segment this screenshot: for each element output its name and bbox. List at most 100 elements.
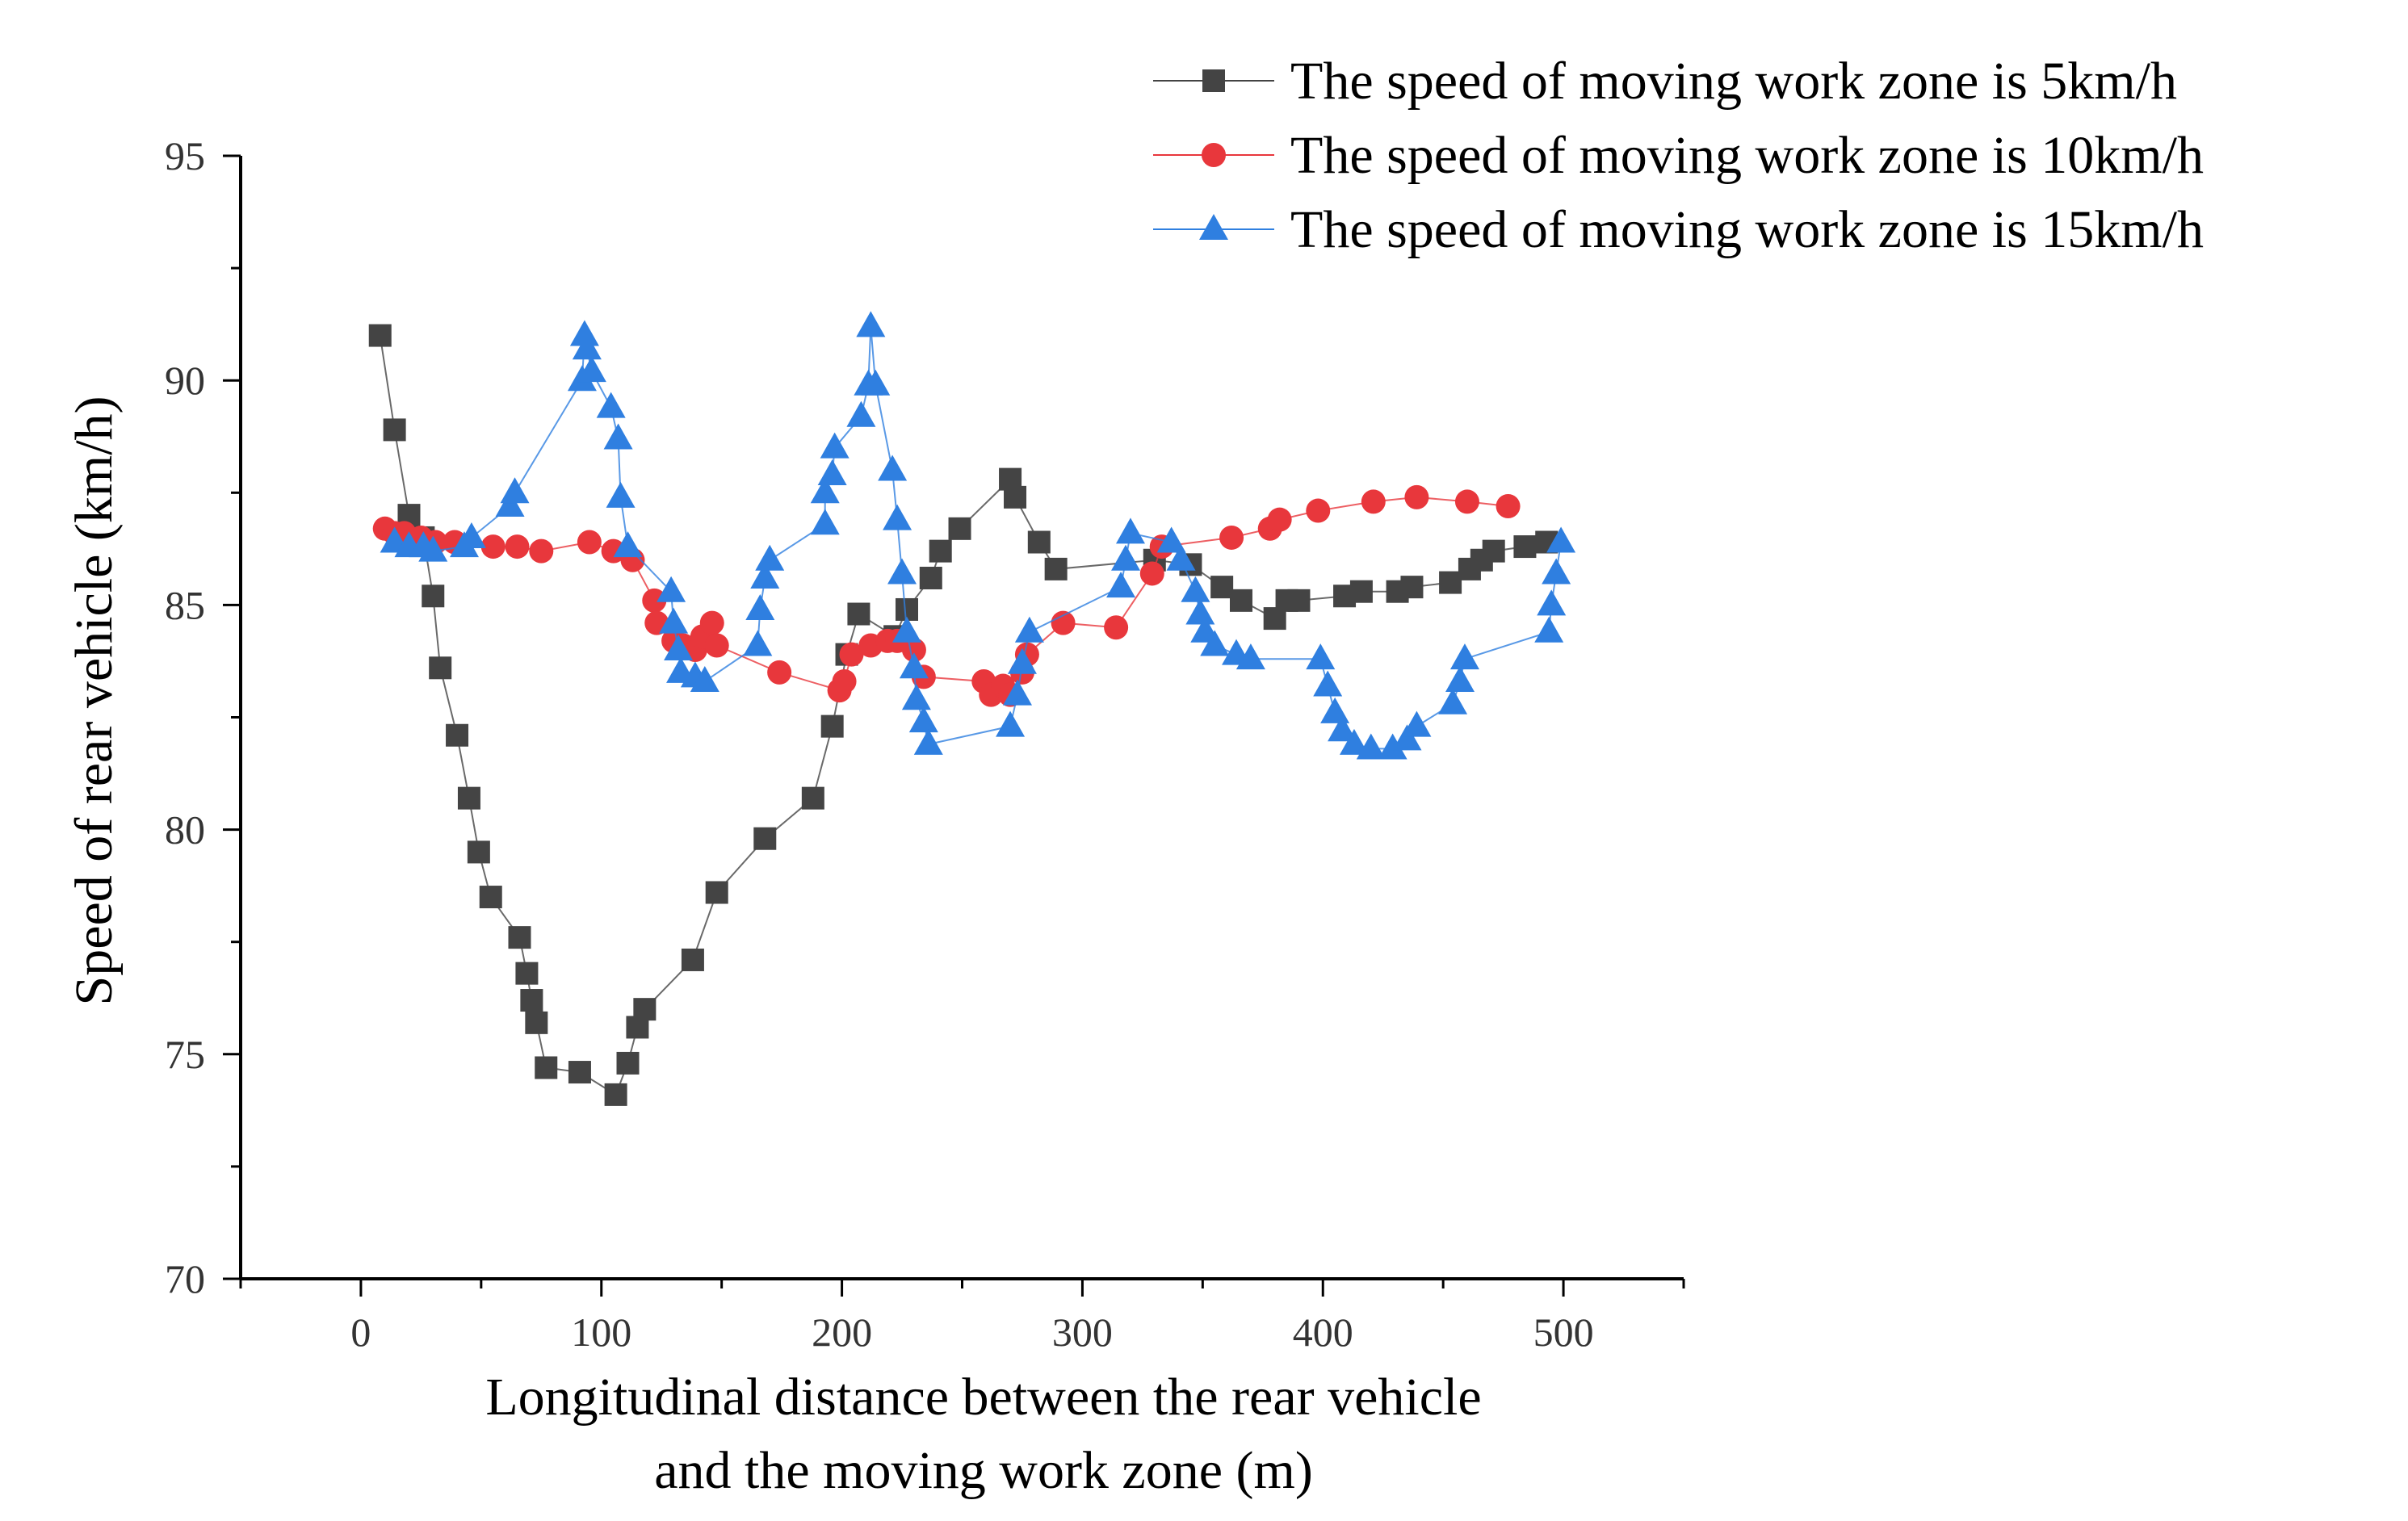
data-point	[820, 714, 844, 738]
data-point	[480, 534, 506, 559]
data-point	[1439, 571, 1462, 594]
data-point	[755, 544, 785, 571]
data-point	[418, 535, 448, 562]
data-point	[705, 881, 728, 904]
data-point	[577, 530, 602, 555]
data-point	[847, 602, 870, 626]
data-point	[508, 926, 531, 949]
data-point	[457, 786, 480, 810]
data-point	[839, 642, 864, 667]
data-point	[1014, 616, 1044, 643]
data-point	[908, 706, 938, 733]
data-point	[743, 630, 773, 656]
data-point	[568, 1061, 591, 1084]
data-point	[1496, 493, 1521, 518]
series-3	[380, 311, 1576, 760]
data-point	[810, 509, 840, 535]
data-point	[1542, 558, 1571, 585]
data-point	[577, 356, 606, 383]
legend-marker	[1202, 69, 1225, 92]
data-point	[1339, 728, 1369, 755]
data-point	[883, 504, 912, 530]
data-point	[495, 490, 525, 517]
data-point	[601, 538, 626, 564]
data-point	[1546, 526, 1576, 553]
data-point	[1229, 589, 1252, 612]
data-point	[681, 948, 704, 971]
data-point	[704, 633, 729, 658]
data-point	[535, 1056, 558, 1079]
y-tick-label: 75	[165, 1032, 205, 1077]
data-point	[659, 607, 689, 634]
data-point	[383, 418, 406, 442]
data-point	[569, 320, 599, 346]
data-point	[429, 656, 452, 680]
data-point	[368, 324, 392, 347]
y-tick-label: 85	[165, 582, 205, 627]
series-line	[379, 335, 1547, 1096]
data-point	[1404, 484, 1429, 509]
data-point	[1449, 643, 1479, 670]
data-point	[846, 400, 876, 427]
data-point	[633, 998, 657, 1021]
data-point	[1007, 647, 1037, 674]
data-point	[515, 962, 539, 985]
data-point	[505, 534, 530, 559]
data-point	[1104, 615, 1129, 640]
data-point	[1328, 715, 1357, 742]
data-point	[1111, 544, 1141, 571]
data-point	[1438, 688, 1468, 714]
legend-label: The speed of moving work zone is 15km/h	[1290, 200, 2204, 259]
data-point	[1445, 665, 1475, 692]
data-point	[603, 423, 633, 450]
data-point	[1004, 485, 1027, 509]
y-tick-label: 95	[165, 133, 205, 178]
data-point	[753, 827, 777, 850]
data-point	[901, 684, 931, 710]
data-point	[690, 665, 719, 692]
data-point	[767, 660, 792, 685]
data-point	[422, 585, 445, 608]
data-point	[1378, 733, 1407, 760]
legend: The speed of moving work zone is 5km/h Th…	[1153, 52, 2204, 259]
y-tick-label: 80	[165, 807, 205, 853]
legend-label: The speed of moving work zone is 5km/h	[1290, 52, 2177, 111]
data-point	[664, 635, 694, 661]
data-point	[1287, 589, 1311, 612]
data-point	[1454, 489, 1479, 514]
data-point	[1166, 544, 1196, 571]
data-point	[616, 1051, 640, 1075]
data-point	[1320, 697, 1350, 723]
x-tick-label: 100	[571, 1309, 631, 1355]
data-point	[520, 989, 543, 1012]
data-point	[1349, 580, 1373, 603]
data-point	[642, 588, 667, 613]
data-point	[1267, 507, 1292, 532]
data-point	[996, 710, 1026, 737]
data-point	[1106, 572, 1136, 598]
data-point	[1313, 670, 1343, 697]
data-point	[887, 558, 917, 585]
legend-label: The speed of moving work zone is 10km/h	[1290, 126, 2204, 185]
data-point	[446, 723, 469, 747]
data-point	[1139, 561, 1164, 586]
data-point	[856, 311, 886, 337]
x-tick-label: 300	[1052, 1309, 1113, 1355]
data-point	[817, 459, 847, 486]
data-point	[606, 481, 636, 508]
data-point	[1356, 733, 1386, 760]
data-point	[878, 455, 908, 481]
data-point	[1219, 525, 1244, 550]
data-point	[1537, 589, 1567, 616]
data-point	[1115, 517, 1145, 544]
data-point	[919, 567, 942, 590]
x-axis-title-line-1: Longitudinal distance between the rear v…	[485, 1368, 1481, 1427]
y-axis-title: Speed of rear vehicle (km/h)	[65, 396, 124, 1005]
x-tick-label: 500	[1533, 1309, 1594, 1355]
data-point	[1306, 498, 1331, 523]
data-point	[613, 531, 643, 558]
data-point	[1392, 724, 1422, 751]
data-point	[820, 432, 850, 459]
data-point	[500, 477, 530, 504]
data-point	[572, 333, 602, 360]
